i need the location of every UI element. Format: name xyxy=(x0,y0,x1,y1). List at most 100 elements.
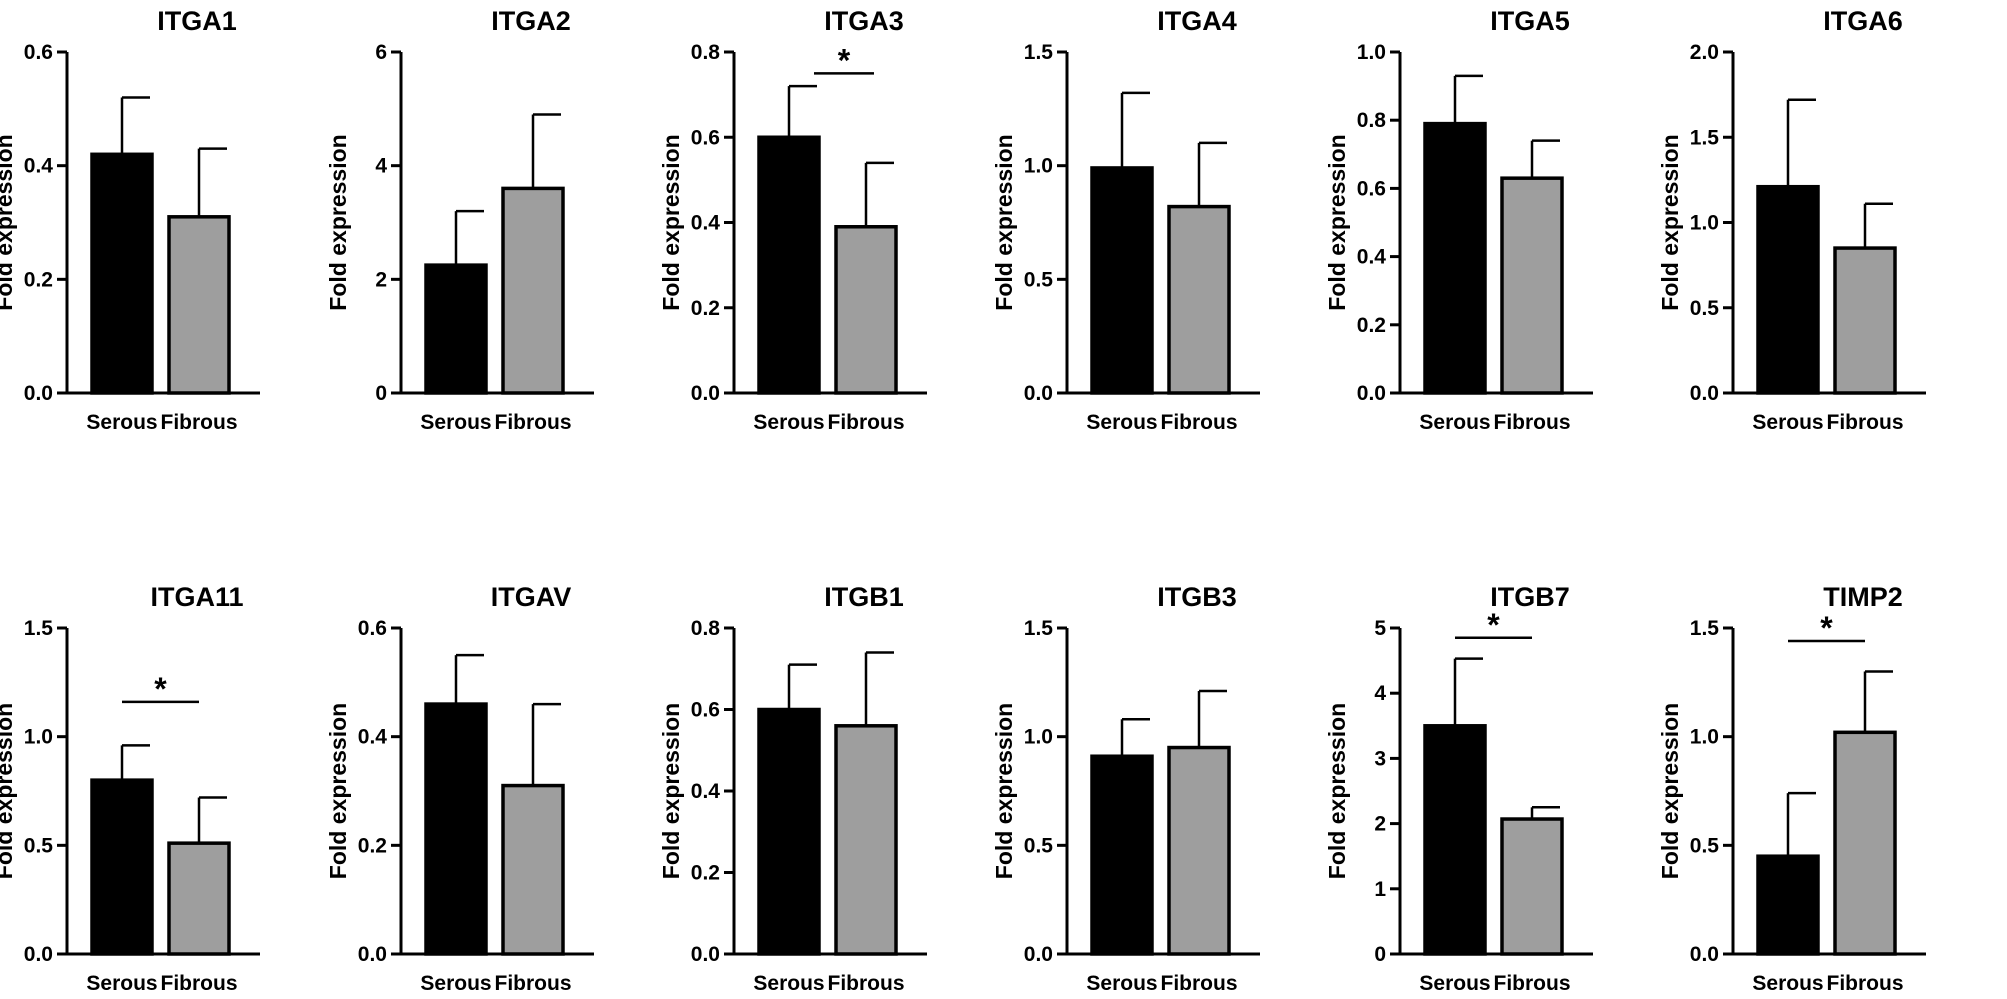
category-label-fibrous: Fibrous xyxy=(161,411,238,434)
y-tick-label: 0.2 xyxy=(1357,314,1386,337)
chart-panel-itga5: ITGA5 Fold expression 0.0 0.2 0.4 0.6 0.8 1.0 Se… xyxy=(1324,6,1593,434)
bar-fibrous xyxy=(1833,730,1897,956)
y-tick-label: 0.8 xyxy=(691,617,721,640)
y-tick-label: 6 xyxy=(375,41,387,64)
category-label-fibrous: Fibrous xyxy=(1494,411,1571,434)
panel-title: ITGB7 xyxy=(1490,582,1570,612)
bar-fibrous xyxy=(501,186,565,395)
y-tick-label: 1.5 xyxy=(1690,126,1720,149)
y-tick-label: 0.4 xyxy=(24,155,54,178)
category-label-fibrous: Fibrous xyxy=(495,411,572,434)
category-label-fibrous: Fibrous xyxy=(1827,972,1904,995)
bar-fibrous xyxy=(501,783,565,956)
bar-fibrous xyxy=(1500,817,1564,956)
category-label-serous: Serous xyxy=(1752,411,1823,434)
y-tick-label: 0.8 xyxy=(1357,109,1387,132)
y-tick-label: 1.0 xyxy=(1357,41,1386,64)
y-tick-label: 1.0 xyxy=(1024,155,1053,178)
y-tick-label: 1.5 xyxy=(24,617,54,640)
panel-title: ITGA2 xyxy=(491,6,571,36)
y-axis-label: Fold expression xyxy=(1324,134,1350,310)
y-axis-label: Fold expression xyxy=(0,134,17,310)
bar-fibrous xyxy=(1833,246,1897,395)
y-tick-label: 0.4 xyxy=(691,212,721,235)
y-tick-label: 2.0 xyxy=(1690,41,1719,64)
bar-serous xyxy=(1090,754,1154,956)
y-tick-label: 0.4 xyxy=(1357,246,1387,269)
chart-panel-itga4: ITGA4 Fold expression 0.0 0.5 1.0 1.5 Serous Fi… xyxy=(991,6,1260,434)
y-tick-label: 0 xyxy=(375,382,387,405)
bar-fibrous xyxy=(1167,204,1231,395)
y-tick-label: 0.6 xyxy=(358,617,387,640)
y-tick-label: 0.0 xyxy=(1357,382,1386,405)
y-tick-label: 0.0 xyxy=(24,382,53,405)
category-label-serous: Serous xyxy=(1752,972,1823,995)
chart-panel-itga3: ITGA3 Fold expression 0.0 0.2 0.4 0.6 0.8 Serou… xyxy=(658,6,927,434)
bar-fibrous xyxy=(834,724,898,956)
y-tick-label: 1.5 xyxy=(1024,617,1054,640)
y-tick-label: 1.0 xyxy=(1690,726,1719,749)
y-tick-label: 0.0 xyxy=(1024,943,1053,966)
y-axis-label: Fold expression xyxy=(325,134,351,310)
bar-fibrous xyxy=(1167,745,1231,956)
panel-title: ITGA6 xyxy=(1823,6,1903,36)
category-label-serous: Serous xyxy=(86,972,157,995)
panel-title: ITGA1 xyxy=(157,6,237,36)
chart-panel-itgb1: ITGB1 Fold expression 0.0 0.2 0.4 0.6 0.8 Serou… xyxy=(658,582,927,995)
category-label-serous: Serous xyxy=(753,411,824,434)
y-tick-label: 0.5 xyxy=(24,834,54,857)
bar-serous xyxy=(90,778,154,956)
category-label-serous: Serous xyxy=(1419,972,1490,995)
y-tick-label: 0.6 xyxy=(1357,177,1386,200)
panel-title: ITGB3 xyxy=(1157,582,1237,612)
chart-panel-itga1: ITGA1 Fold expression 0.0 0.2 0.4 0.6 Serous Fi… xyxy=(0,6,260,434)
bar-serous xyxy=(424,263,488,395)
y-tick-label: 0.2 xyxy=(24,268,53,291)
y-tick-label: 0.5 xyxy=(1024,834,1054,857)
bar-serous xyxy=(424,702,488,956)
category-label-serous: Serous xyxy=(1086,972,1157,995)
y-axis-label: Fold expression xyxy=(0,703,17,879)
category-label-serous: Serous xyxy=(86,411,157,434)
significance-star: * xyxy=(154,671,167,707)
y-axis-label: Fold expression xyxy=(991,134,1017,310)
bar-serous xyxy=(1756,184,1820,395)
bar-fibrous xyxy=(167,841,231,956)
y-tick-label: 1.0 xyxy=(1024,726,1053,749)
significance-star: * xyxy=(838,42,851,78)
panel-title: ITGA5 xyxy=(1490,6,1570,36)
category-label-serous: Serous xyxy=(1086,411,1157,434)
y-tick-label: 0.2 xyxy=(691,297,720,320)
y-tick-label: 1.0 xyxy=(24,726,53,749)
bar-serous xyxy=(1423,724,1487,956)
y-tick-label: 5 xyxy=(1374,617,1386,640)
y-tick-label: 4 xyxy=(1374,682,1386,705)
chart-panel-itgb3: ITGB3 Fold expression 0.0 0.5 1.0 1.5 Serous Fi… xyxy=(991,582,1260,995)
y-tick-label: 0.4 xyxy=(358,726,388,749)
y-tick-label: 0.0 xyxy=(691,943,720,966)
y-axis-label: Fold expression xyxy=(325,703,351,879)
chart-panel-itgb7: ITGB7 Fold expression 0 1 2 3 4 5 Serous Fibrous * xyxy=(1324,582,1593,995)
category-label-fibrous: Fibrous xyxy=(828,411,905,434)
y-tick-label: 0.8 xyxy=(691,41,721,64)
category-label-serous: Serous xyxy=(1419,411,1490,434)
y-tick-label: 0.4 xyxy=(691,780,721,803)
y-tick-label: 1 xyxy=(1374,878,1386,901)
y-axis-label: Fold expression xyxy=(1324,703,1350,879)
chart-panel-itga11: ITGA11 Fold expression 0.0 0.5 1.0 1.5 Serous F… xyxy=(0,582,260,995)
panel-title: ITGA11 xyxy=(150,582,243,612)
y-tick-label: 0.6 xyxy=(691,126,720,149)
chart-panel-itgav: ITGAV Fold expression 0.0 0.2 0.4 0.6 Serous Fi… xyxy=(325,582,594,995)
category-label-serous: Serous xyxy=(420,411,491,434)
bar-serous xyxy=(1423,121,1487,395)
y-tick-label: 1.0 xyxy=(1690,212,1719,235)
bar-serous xyxy=(757,707,821,956)
category-label-fibrous: Fibrous xyxy=(828,972,905,995)
y-tick-label: 0.0 xyxy=(358,943,387,966)
significance-star: * xyxy=(1820,610,1833,646)
y-tick-label: 0.2 xyxy=(691,862,720,885)
category-label-fibrous: Fibrous xyxy=(161,972,238,995)
y-tick-label: 0.6 xyxy=(24,41,53,64)
category-label-fibrous: Fibrous xyxy=(495,972,572,995)
panel-title: TIMP2 xyxy=(1823,582,1903,612)
